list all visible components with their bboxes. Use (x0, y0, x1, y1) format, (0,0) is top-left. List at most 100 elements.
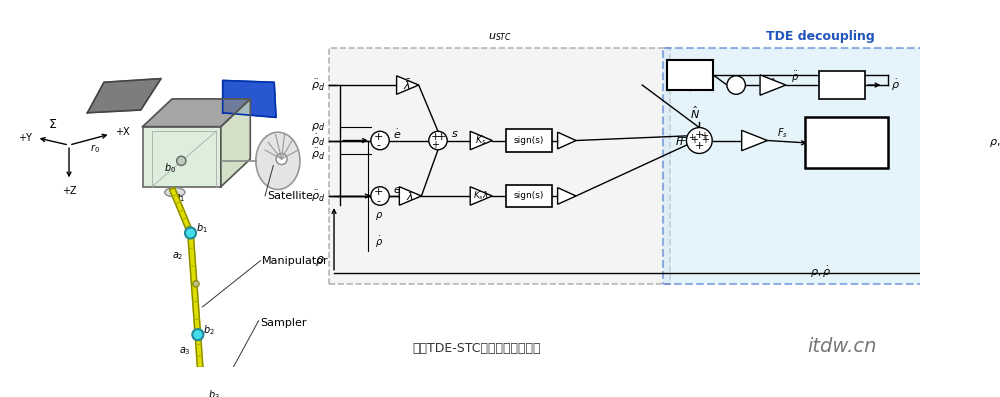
Text: $e$: $e$ (393, 185, 401, 195)
Text: $r_0$: $r_0$ (90, 143, 100, 155)
Text: $\rho, \dot{\rho}$: $\rho, \dot{\rho}$ (810, 265, 832, 280)
Polygon shape (143, 99, 250, 127)
Circle shape (185, 227, 196, 239)
Circle shape (429, 131, 447, 150)
Polygon shape (399, 187, 421, 205)
Circle shape (727, 76, 745, 94)
Text: $K_s$: $K_s$ (475, 134, 487, 147)
Text: $\dot{\rho}$: $\dot{\rho}$ (891, 77, 900, 93)
Text: $\ddot{\rho}_d$: $\ddot{\rho}_d$ (311, 77, 325, 93)
Polygon shape (470, 131, 492, 150)
Circle shape (371, 131, 389, 150)
Text: +Y: +Y (18, 133, 32, 143)
Text: $\ddot{\rho}_d$: $\ddot{\rho}_d$ (311, 147, 325, 162)
Polygon shape (742, 130, 767, 151)
Polygon shape (188, 233, 201, 335)
Text: $a_1$: $a_1$ (174, 192, 185, 204)
Text: +: + (731, 85, 741, 94)
Text: -: - (734, 75, 738, 88)
Text: $\bar{\lambda}$: $\bar{\lambda}$ (403, 78, 412, 92)
Circle shape (192, 329, 203, 340)
Text: +: + (690, 135, 698, 145)
Text: Satellite: Satellite (267, 191, 313, 201)
Text: Manipulator: Manipulator (262, 256, 329, 266)
Polygon shape (397, 76, 419, 94)
FancyBboxPatch shape (329, 48, 670, 284)
FancyBboxPatch shape (506, 185, 552, 207)
Polygon shape (170, 187, 193, 234)
Text: $F$: $F$ (675, 135, 683, 146)
Text: +: + (374, 187, 383, 197)
Text: $b_0$: $b_0$ (164, 161, 176, 175)
Text: $\dot{e}$: $\dot{e}$ (393, 127, 401, 141)
Text: $F$: $F$ (679, 135, 687, 146)
Text: 基于TDE-STC的无模型解耦控制: 基于TDE-STC的无模型解耦控制 (412, 342, 541, 355)
FancyBboxPatch shape (663, 48, 980, 284)
Text: $\Sigma$: $\Sigma$ (48, 118, 57, 131)
Polygon shape (558, 188, 576, 204)
Text: +: + (700, 131, 708, 141)
Text: -: - (376, 196, 380, 206)
Text: d/dt: d/dt (831, 80, 853, 90)
Text: $b_2$: $b_2$ (203, 323, 215, 337)
Text: $\hat{H}$: $\hat{H}$ (768, 77, 778, 93)
Text: $\rho$: $\rho$ (315, 254, 325, 268)
Text: -: - (376, 140, 380, 150)
Text: +: + (689, 133, 695, 142)
Text: $\hat{N}$: $\hat{N}$ (690, 104, 700, 121)
Ellipse shape (165, 188, 185, 197)
Text: +: + (431, 132, 440, 142)
Polygon shape (223, 81, 276, 118)
Text: $\ddot{\rho}$: $\ddot{\rho}$ (791, 70, 799, 85)
Polygon shape (558, 132, 576, 149)
Text: dynamics: dynamics (813, 144, 880, 157)
Text: sign(s): sign(s) (514, 191, 544, 200)
Polygon shape (760, 75, 786, 95)
Circle shape (686, 127, 712, 154)
Polygon shape (221, 99, 250, 187)
Text: +: + (701, 135, 709, 145)
FancyBboxPatch shape (143, 127, 221, 187)
Text: +X: +X (115, 127, 130, 137)
Text: +: + (695, 141, 704, 151)
Text: +Z: +Z (62, 186, 76, 196)
FancyBboxPatch shape (819, 71, 865, 99)
Text: $\rho,\dot{\rho}$: $\rho,\dot{\rho}$ (989, 135, 1000, 150)
Text: TDE decoupling: TDE decoupling (766, 29, 875, 42)
FancyBboxPatch shape (667, 60, 713, 90)
Text: $\delta$: $\delta$ (686, 74, 695, 87)
Text: $D_s$: $D_s$ (747, 134, 762, 147)
Text: Delay: Delay (675, 65, 706, 75)
Text: +: + (431, 140, 439, 150)
Text: Sampler: Sampler (260, 318, 307, 328)
Text: System: System (821, 129, 872, 142)
Text: $\lambda$: $\lambda$ (406, 190, 414, 202)
Polygon shape (87, 79, 161, 113)
Text: +: + (374, 132, 383, 142)
FancyBboxPatch shape (805, 118, 888, 168)
Circle shape (371, 187, 389, 205)
Ellipse shape (256, 132, 300, 189)
Text: $\ddot{\rho}_d$: $\ddot{\rho}_d$ (311, 188, 325, 204)
Text: sign(s): sign(s) (514, 136, 544, 145)
Text: +: + (437, 132, 446, 142)
Circle shape (177, 156, 186, 166)
Text: $F_s$: $F_s$ (777, 126, 788, 140)
Text: $\rho_d$: $\rho_d$ (311, 121, 325, 133)
Text: $b_3$: $b_3$ (208, 388, 219, 397)
Text: $\rho$: $\rho$ (375, 210, 384, 222)
Text: $a_2$: $a_2$ (172, 250, 183, 262)
Polygon shape (470, 187, 492, 205)
Text: $K_s\lambda$: $K_s\lambda$ (473, 190, 489, 202)
FancyBboxPatch shape (506, 129, 552, 152)
Text: $s$: $s$ (451, 129, 458, 139)
Text: $u_{STC}$: $u_{STC}$ (488, 31, 512, 43)
Text: +: + (695, 130, 704, 140)
Circle shape (193, 281, 199, 287)
Circle shape (199, 396, 206, 397)
Text: $\dot{\rho}_d$: $\dot{\rho}_d$ (311, 133, 325, 148)
Text: $b_1$: $b_1$ (196, 222, 207, 235)
Circle shape (276, 154, 287, 164)
Text: itdw.cn: itdw.cn (807, 337, 877, 356)
Polygon shape (195, 334, 205, 397)
